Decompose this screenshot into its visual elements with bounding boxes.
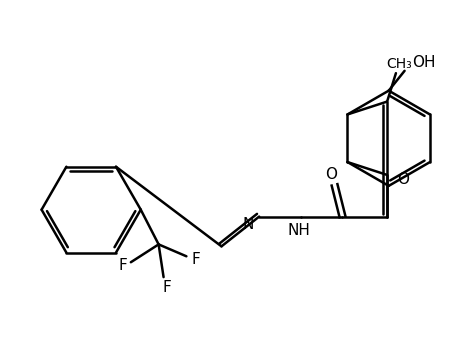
Text: O: O [397, 172, 409, 187]
Text: F: F [162, 279, 171, 294]
Text: N: N [243, 217, 254, 232]
Text: O: O [326, 167, 337, 183]
Text: F: F [192, 252, 201, 267]
Text: OH: OH [412, 55, 436, 70]
Text: F: F [118, 258, 127, 273]
Text: CH₃: CH₃ [386, 57, 412, 71]
Text: NH: NH [287, 223, 310, 238]
